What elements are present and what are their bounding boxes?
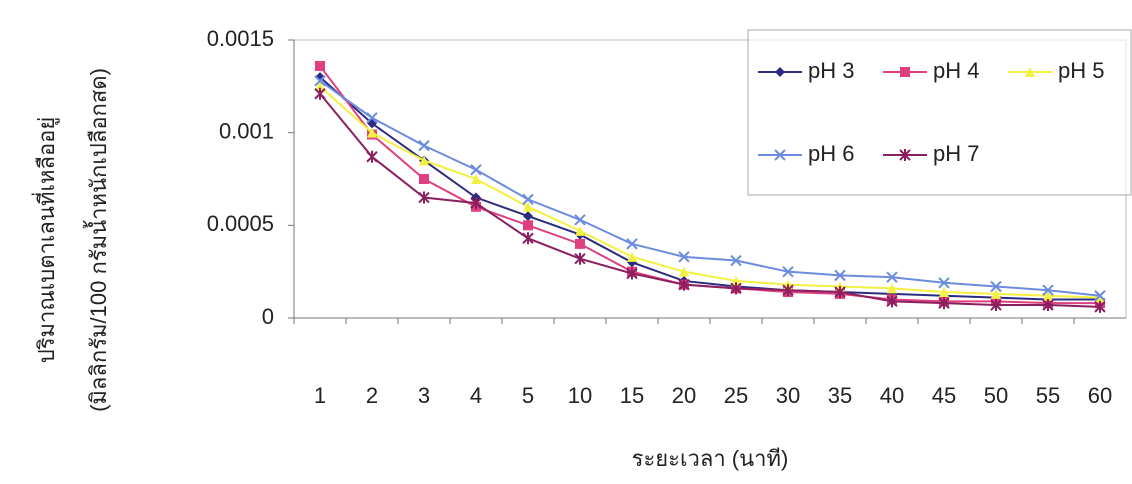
marker: [990, 280, 1002, 293]
marker: [938, 297, 950, 310]
marker: [938, 277, 950, 289]
marker: [315, 81, 325, 92]
x-tick-label: 50: [984, 383, 1008, 408]
marker: [939, 287, 949, 298]
x-tick-label: 20: [672, 383, 696, 408]
marker: [886, 271, 898, 283]
legend-box: [747, 29, 1132, 196]
x-tick-label: 10: [568, 383, 592, 408]
marker: [366, 112, 378, 124]
x-tick-label: 35: [828, 383, 852, 408]
legend-label: pH 5: [1058, 58, 1104, 83]
series-line: [319, 76, 1100, 301]
x-tick-label: 2: [366, 383, 378, 408]
x-tick-label: 55: [1036, 383, 1060, 408]
series-line: [319, 93, 1101, 308]
marker: [523, 211, 533, 222]
marker: [523, 220, 533, 231]
x-tick-label: 3: [418, 383, 430, 408]
marker: [1042, 299, 1054, 312]
y-tick-label: 0: [262, 304, 274, 329]
marker: [314, 87, 326, 100]
marker: [731, 275, 741, 286]
marker: [782, 284, 794, 297]
marker: [899, 149, 911, 161]
marker: [887, 283, 897, 294]
x-axis-label: ระยะเวลา (นาที): [632, 446, 789, 471]
legend: pH 3 pH 4 pH 5 pH 6 pH 7: [747, 29, 1132, 196]
marker: [990, 299, 1002, 312]
marker: [886, 295, 898, 308]
marker: [419, 155, 429, 166]
y-axis-label: ปริมาณเบตาเลนที่เหลืออยู่: [31, 117, 60, 364]
marker: [314, 75, 326, 87]
series-line: [319, 85, 1101, 299]
marker: [627, 251, 637, 262]
x-tick-label: 15: [620, 383, 644, 408]
x-tick-label: 60: [1088, 383, 1112, 408]
marker: [522, 232, 534, 245]
x-tick-label: 30: [776, 383, 800, 408]
series-line: [319, 79, 1101, 297]
marker: [1094, 300, 1106, 313]
marker: [366, 150, 378, 163]
marker: [574, 252, 586, 265]
x-tick-label: 40: [880, 383, 904, 408]
marker: [1043, 290, 1053, 301]
marker: [1042, 284, 1054, 296]
marker: [419, 174, 429, 184]
marker: [315, 60, 325, 71]
marker: [900, 67, 910, 77]
marker: [1025, 67, 1035, 77]
y-tick-label: 0.001: [219, 118, 274, 143]
marker: [522, 193, 534, 206]
marker: [730, 254, 742, 267]
marker: [626, 267, 638, 280]
marker: [774, 149, 786, 161]
marker: [782, 265, 794, 278]
marker: [471, 174, 481, 184]
marker: [834, 286, 846, 299]
marker: [418, 139, 430, 152]
marker: [678, 278, 690, 291]
marker: [1095, 292, 1105, 303]
marker: [991, 288, 1001, 299]
marker: [730, 282, 742, 295]
marker: [470, 164, 482, 176]
x-tick-label: 5: [522, 383, 534, 408]
marker: [470, 197, 482, 210]
y-tick-label: 0.0015: [207, 26, 274, 51]
legend-label: pH 3: [808, 58, 854, 83]
marker: [834, 269, 846, 282]
marker: [626, 238, 638, 250]
marker: [678, 251, 690, 263]
x-tick-label: 45: [932, 383, 956, 408]
x-tick-label: 25: [724, 383, 748, 408]
marker: [775, 67, 785, 77]
marker: [575, 225, 585, 236]
x-tick-label: 1: [314, 383, 326, 408]
marker: [523, 201, 533, 212]
marker: [367, 127, 377, 138]
y-tick-label: 0.0005: [207, 211, 274, 236]
marker: [418, 191, 430, 204]
x-tick-label: 4: [470, 383, 482, 408]
legend-label: pH 6: [808, 141, 854, 166]
marker: [574, 214, 586, 226]
legend-label: pH 4: [933, 58, 979, 83]
legend-label: pH 7: [933, 141, 979, 166]
y-axis-label: (มิลลิกรัม/100 กรัมน้ำหนักเปลือกสด): [83, 68, 111, 412]
marker: [1094, 290, 1106, 302]
marker: [679, 266, 689, 277]
marker: [575, 238, 585, 249]
